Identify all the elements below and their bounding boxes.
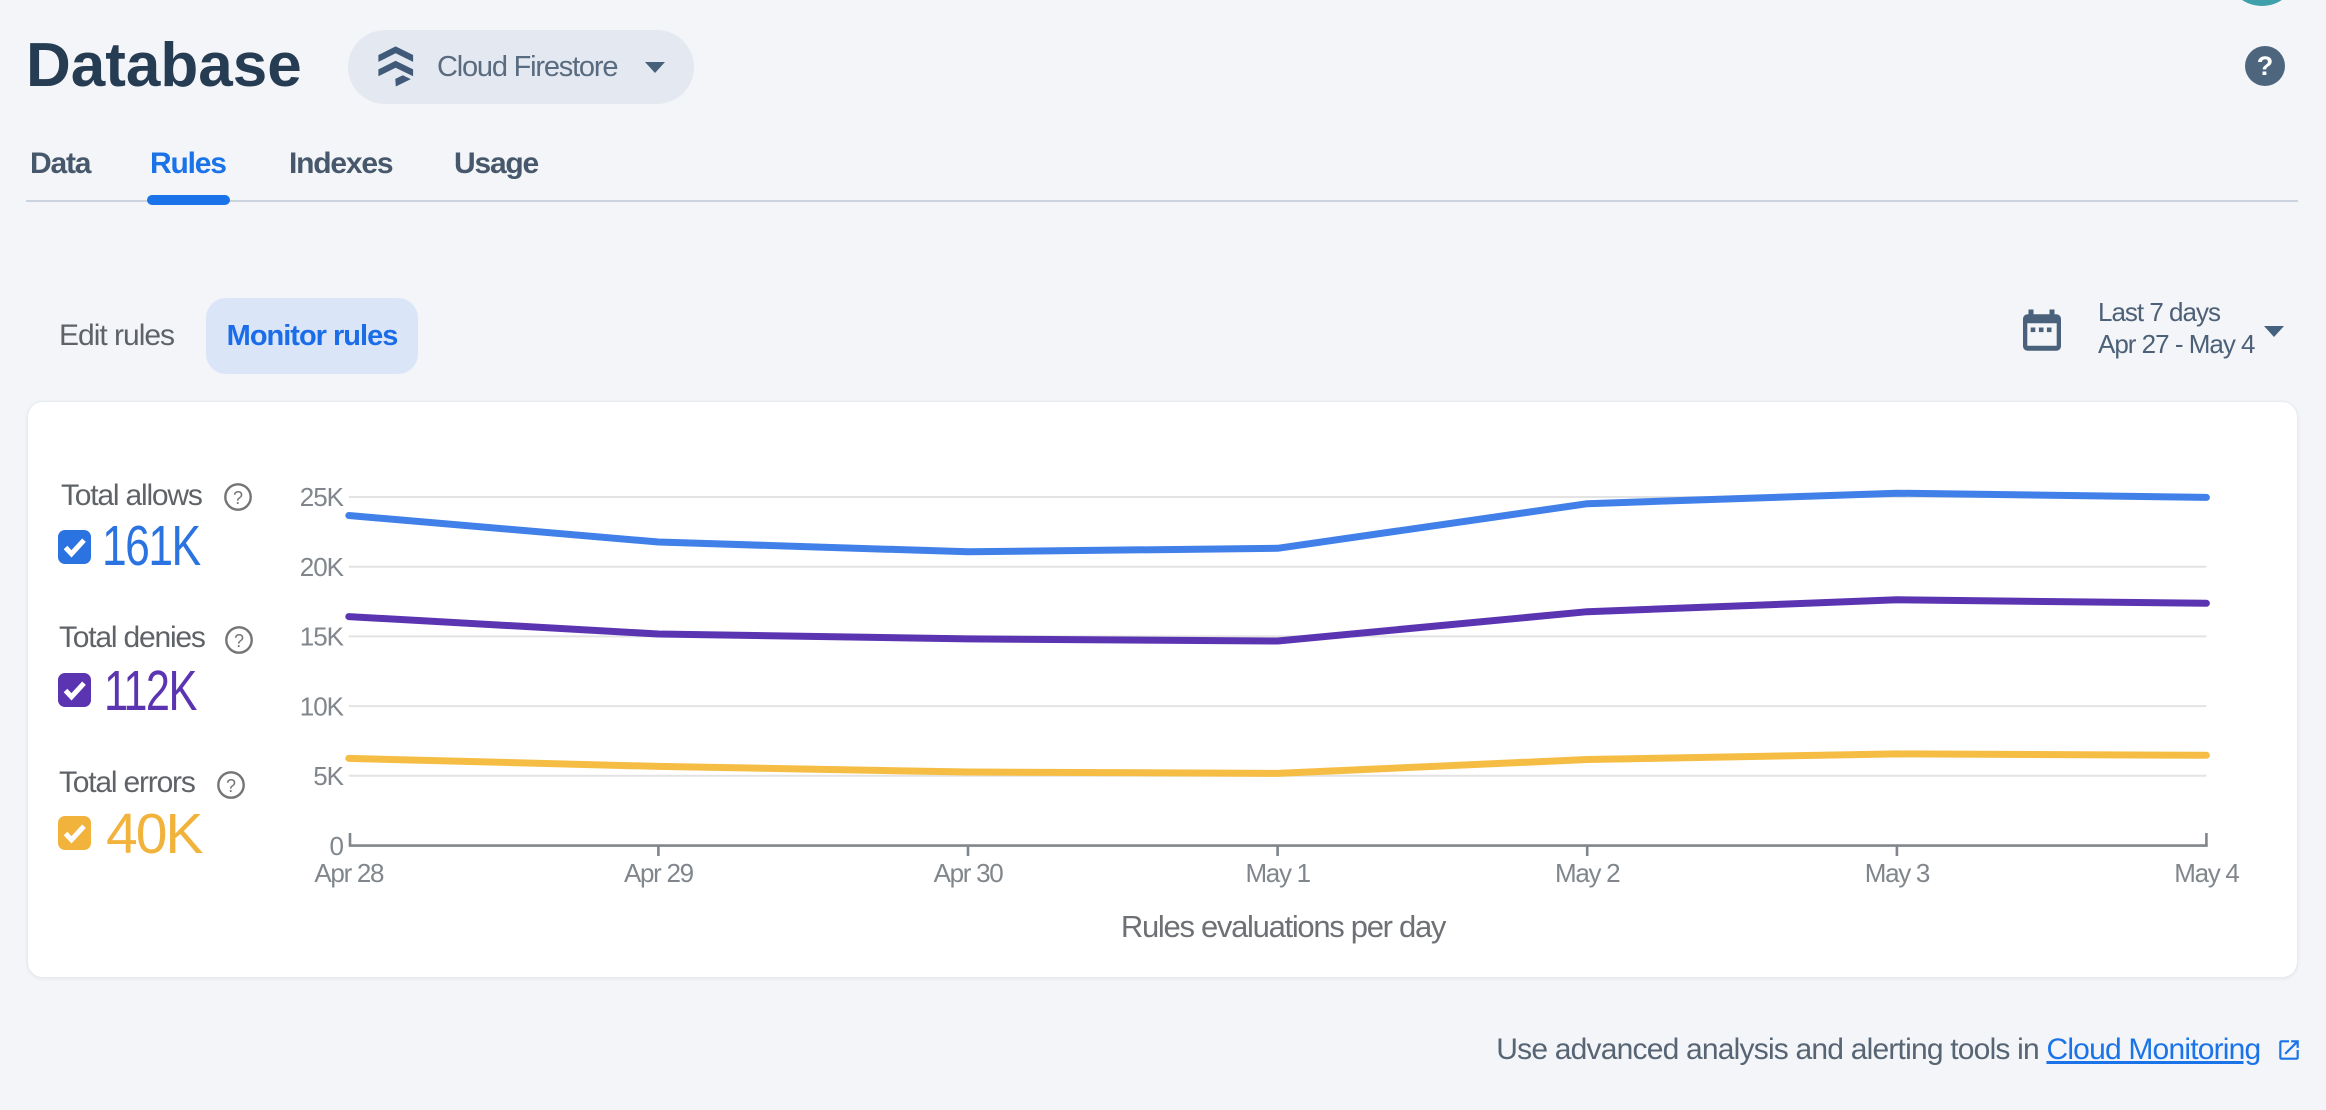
svg-text:May 2: May 2 [1555, 858, 1620, 888]
svg-text:15K: 15K [300, 622, 345, 652]
svg-text:10K: 10K [300, 691, 345, 721]
svg-text:Apr 30: Apr 30 [934, 858, 1004, 888]
svg-text:Apr 29: Apr 29 [624, 858, 694, 888]
svg-text:Rules evaluations per day: Rules evaluations per day [1121, 909, 1447, 944]
svg-text:Apr 28: Apr 28 [314, 858, 384, 888]
svg-text:?: ? [226, 776, 236, 796]
svg-text:5K: 5K [313, 761, 344, 791]
svg-text:May 4: May 4 [2174, 858, 2239, 888]
svg-text:20K: 20K [300, 552, 345, 582]
svg-text:0: 0 [330, 831, 344, 861]
svg-text:May 3: May 3 [1865, 858, 1930, 888]
svg-text:May 1: May 1 [1245, 858, 1310, 888]
svg-text:25K: 25K [300, 482, 345, 512]
svg-text:?: ? [233, 488, 243, 508]
svg-text:?: ? [234, 631, 244, 651]
